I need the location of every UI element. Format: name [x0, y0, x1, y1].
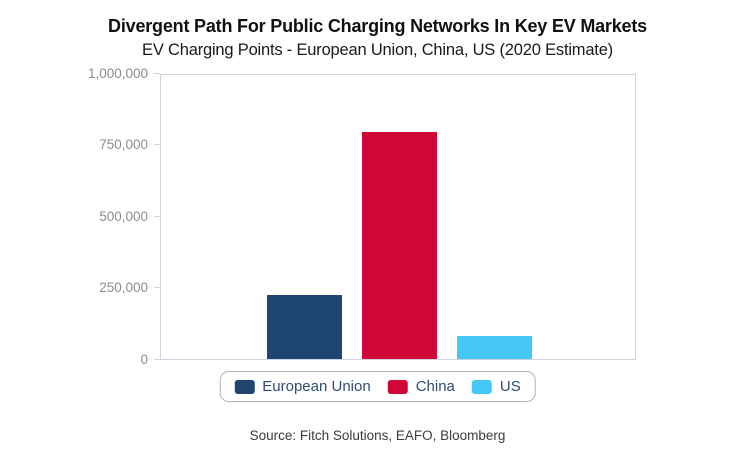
- y-axis-tick-label: 0: [140, 351, 148, 367]
- y-axis-tick-mark: [154, 287, 160, 288]
- legend-item-european-union: European Union: [234, 378, 371, 395]
- y-axis-tick-mark: [154, 358, 160, 360]
- y-axis-tick-label: 500,000: [99, 208, 148, 224]
- legend-label: US: [499, 378, 521, 395]
- y-axis-tick-mark: [154, 215, 160, 217]
- bar-china: [361, 131, 437, 359]
- chart-source: Source: Fitch Solutions, EAFO, Bloomberg: [249, 428, 506, 443]
- chart-subtitle: EV Charging Points - European Union, Chi…: [142, 41, 613, 59]
- y-axis-tick-label: 750,000: [99, 136, 148, 152]
- y-axis-tick-label: 250,000: [99, 279, 148, 295]
- legend-item-china: China: [387, 378, 455, 395]
- y-axis-tick-label: 1,000,000: [87, 65, 148, 81]
- y-axis-tick-mark: [154, 144, 160, 145]
- bar-european-union: [266, 294, 342, 359]
- legend-label: China: [415, 378, 455, 395]
- legend-swatch-us: [471, 379, 492, 394]
- chart-title: Divergent Path For Public Charging Netwo…: [108, 16, 647, 36]
- legend-item-us: US: [471, 378, 521, 395]
- legend-swatch-european-union: [234, 379, 255, 394]
- plot-area: 0 250,000 500,000 750,000 1,000,000: [88, 66, 636, 365]
- legend-swatch-china: [387, 379, 408, 394]
- bar-us: [456, 335, 532, 359]
- y-axis-tick-mark: [154, 72, 160, 74]
- chart-legend: European Union China US: [219, 371, 536, 402]
- legend-label: European Union: [262, 378, 371, 395]
